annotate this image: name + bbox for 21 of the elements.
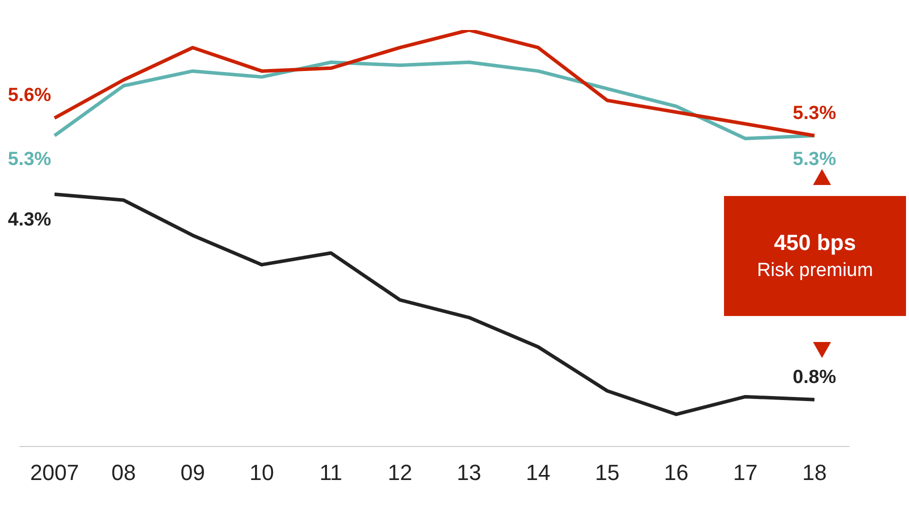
x-tick-label: 10 [250,460,274,485]
annotation: Risk premium [756,260,874,282]
data-label: 5.6% [8,85,52,106]
x-tick-label: 12 [388,460,412,485]
annotation: 450 bps [773,230,857,256]
x-tick-label: 16 [664,460,689,485]
data-label: 4.3% [8,210,52,231]
data-label: 5.3% [792,148,836,170]
x-tick-label: 13 [456,460,482,485]
x-tick-label: 17 [733,460,758,485]
data-label: 0.8% [792,366,836,388]
x-tick-label: 09 [180,460,205,485]
x-tick-label: 18 [802,460,827,485]
x-tick-label: 14 [526,460,550,485]
x-tick-label: 11 [319,460,342,485]
callout-box: 450 bps Risk premium [724,196,906,316]
x-tick-label: 2007 [30,460,80,485]
x-tick-label: 08 [111,460,136,485]
x-tick-label: 15 [594,460,620,485]
data-label: 5.3% [792,102,836,124]
data-label: 5.3% [8,148,52,170]
